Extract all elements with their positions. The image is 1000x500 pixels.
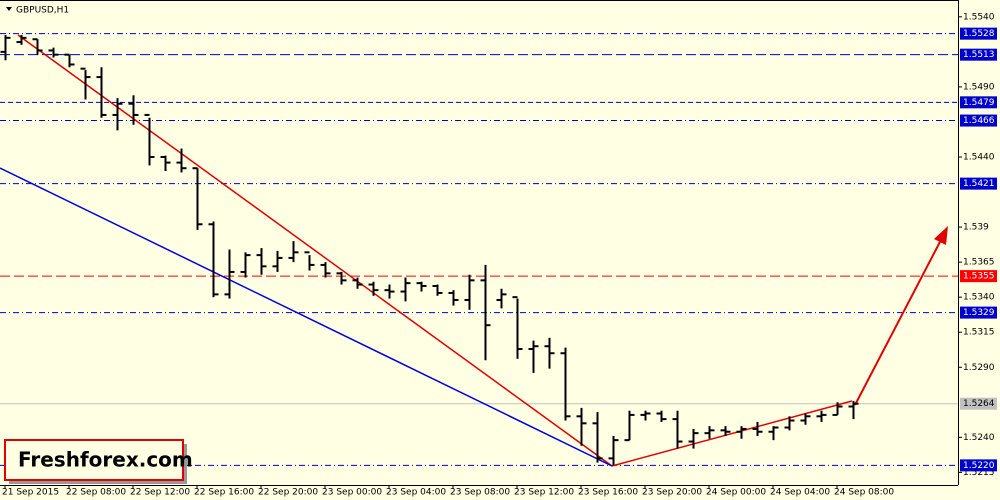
level-label: 1.5421 [963,179,995,189]
y-tick-label: 1.5340 [963,293,995,303]
level-label-box [960,459,997,472]
title-icon [6,7,12,11]
level-label: 1.5264 [963,399,995,409]
y-tick-label: 1.5315 [963,328,995,338]
level-label-box [960,27,997,40]
level-label: 1.5355 [963,272,995,282]
logo: Freshforex.com [18,448,193,472]
y-tick-label: 1.539 [963,223,989,233]
y-tick-label: 1.5540 [963,12,995,22]
level-label: 1.5329 [963,308,995,318]
x-tick-label: 23 Sep 00:00 [322,488,382,498]
y-tick-label: 1.5290 [963,363,995,373]
y-tick-label: 1.5440 [963,152,995,162]
x-tick-label: 24 Sep 08:00 [834,488,894,498]
level-label: 1.5220 [963,461,995,471]
arrow-head [934,226,948,245]
logo-box [4,439,184,481]
x-tick-label: 23 Sep 20:00 [642,488,702,498]
x-tick-label: 21 Sep 2015 [2,488,59,498]
x-tick-label: 23 Sep 04:00 [386,488,446,498]
level-label: 1.5513 [963,50,995,60]
level-label-box [960,48,997,61]
x-tick-label: 22 Sep 16:00 [194,488,254,498]
x-tick-label: 24 Sep 04:00 [770,488,830,498]
x-tick-label: 22 Sep 20:00 [258,488,318,498]
x-tick-label: 23 Sep 16:00 [578,488,638,498]
level-label-box [960,270,997,283]
level-label: 1.5528 [963,29,995,39]
forecast-arrow [854,237,943,406]
level-label-box [960,96,997,109]
level-label: 1.5479 [963,98,995,108]
x-tick-label: 23 Sep 12:00 [514,488,574,498]
y-tick-label: 1.5215 [963,468,995,478]
y-tick-label: 1.5490 [963,82,995,92]
trend-line [611,400,853,467]
level-label-box [960,306,997,319]
chart-title: GBPUSD,H1 [16,6,69,16]
x-tick-label: 24 Sep 00:00 [706,488,766,498]
trend-line [0,167,613,467]
y-tick-label: 1.5240 [963,433,995,443]
level-label-box [960,114,997,127]
x-tick-label: 22 Sep 08:00 [66,488,126,498]
x-tick-label: 22 Sep 12:00 [130,488,190,498]
y-tick-label: 1.5365 [963,258,995,268]
level-label-box [960,397,997,410]
x-tick-label: 23 Sep 08:00 [450,488,510,498]
level-label: 1.5466 [963,116,995,126]
level-label-box [960,177,997,190]
